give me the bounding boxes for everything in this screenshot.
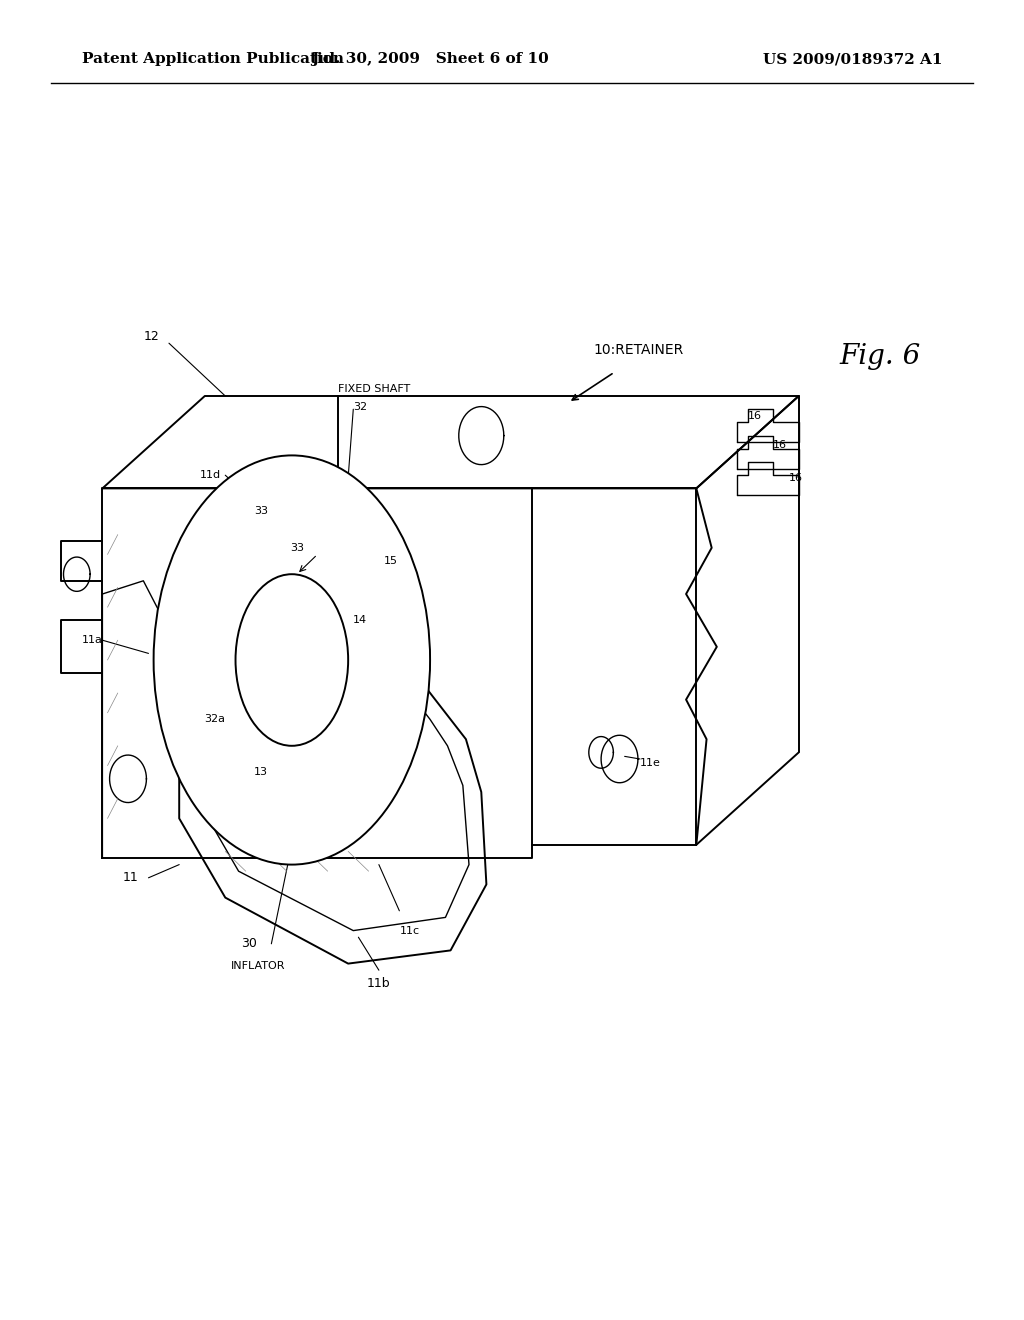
Text: 16: 16 [773, 440, 787, 450]
Text: 11c: 11c [399, 925, 420, 936]
Text: 12: 12 [143, 330, 159, 343]
Text: FIXED SHAFT: FIXED SHAFT [338, 384, 411, 395]
Text: 32a: 32a [204, 714, 225, 725]
Text: 33: 33 [290, 543, 304, 553]
Text: Jul. 30, 2009   Sheet 6 of 10: Jul. 30, 2009 Sheet 6 of 10 [311, 53, 549, 66]
Text: US 2009/0189372 A1: US 2009/0189372 A1 [763, 53, 942, 66]
Text: 11: 11 [123, 871, 138, 884]
Ellipse shape [154, 455, 430, 865]
Text: 11e: 11e [640, 758, 660, 768]
Text: 33: 33 [254, 506, 268, 516]
Text: 14: 14 [353, 615, 368, 626]
Text: 11d: 11d [200, 470, 221, 480]
Text: 13: 13 [254, 767, 268, 777]
Text: 16: 16 [788, 473, 803, 483]
Text: 11a: 11a [82, 635, 102, 645]
Text: INFLATOR: INFLATOR [230, 961, 285, 972]
Text: 30: 30 [241, 937, 257, 950]
Text: Patent Application Publication: Patent Application Publication [82, 53, 344, 66]
Text: 10:RETAINER: 10:RETAINER [594, 343, 684, 356]
Text: 16: 16 [748, 411, 762, 421]
Text: 11b: 11b [367, 977, 391, 990]
Ellipse shape [236, 574, 348, 746]
Text: Fig. 6: Fig. 6 [840, 343, 921, 370]
Text: 32: 32 [353, 401, 368, 412]
Text: 15: 15 [384, 556, 398, 566]
